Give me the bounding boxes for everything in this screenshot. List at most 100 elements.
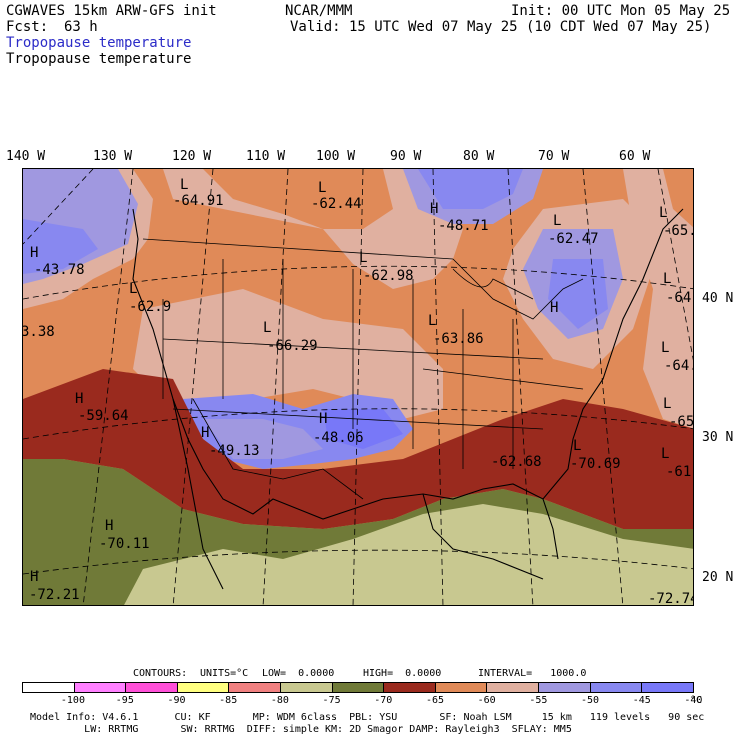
high-marker: H bbox=[201, 425, 210, 441]
region-sw-lavender bbox=[203, 419, 323, 459]
color-legend bbox=[22, 682, 694, 693]
lon-label: 90 W bbox=[390, 149, 422, 164]
marker-value: -63.86 bbox=[433, 331, 484, 347]
low-marker: L bbox=[659, 205, 668, 221]
marker-value: -59.64 bbox=[78, 408, 129, 424]
legend-swatch bbox=[126, 683, 178, 692]
marker-value: -64.91 bbox=[173, 193, 224, 209]
marker-value: -62.68 bbox=[491, 454, 542, 470]
legend-swatch bbox=[435, 683, 488, 692]
contours-label: CONTOURS: bbox=[133, 668, 188, 679]
lat-label: 40 N bbox=[702, 291, 734, 306]
lon-label: 130 W bbox=[93, 149, 133, 164]
lat-label: 30 N bbox=[702, 430, 734, 445]
lon-label: 60 W bbox=[619, 149, 651, 164]
high-marker: H bbox=[319, 411, 328, 427]
low-marker: L bbox=[573, 438, 582, 454]
legend-tick: -55 bbox=[529, 695, 548, 706]
high-marker: H bbox=[105, 518, 114, 534]
map-canvas bbox=[23, 169, 693, 605]
marker-value: 3.38 bbox=[22, 324, 55, 340]
legend-tick: -80 bbox=[270, 695, 289, 706]
legend-tick: -85 bbox=[219, 695, 238, 706]
graticule bbox=[23, 169, 693, 605]
legend-tick: -50 bbox=[581, 695, 600, 706]
high-marker: H bbox=[75, 391, 84, 407]
marker-value: -48.06 bbox=[313, 430, 364, 446]
low-marker: L bbox=[129, 281, 138, 297]
legend-swatch bbox=[590, 683, 643, 692]
legend-tick: -75 bbox=[322, 695, 341, 706]
valid-time: Valid: 15 UTC Wed 07 May 25 (10 CDT Wed … bbox=[290, 19, 712, 35]
region-nw-blue bbox=[23, 219, 98, 274]
legend-swatch bbox=[487, 683, 540, 692]
legend-tick: -65 bbox=[425, 695, 444, 706]
lon-label: 140 W bbox=[6, 149, 46, 164]
legend-swatch bbox=[332, 683, 385, 692]
high-marker: H bbox=[30, 245, 39, 261]
marker-value: -62.44 bbox=[311, 196, 362, 212]
region-fareast-orange bbox=[663, 169, 693, 228]
lon-label: 100 W bbox=[316, 149, 356, 164]
low-marker: L bbox=[663, 396, 672, 412]
legend-tick: -70 bbox=[374, 695, 393, 706]
organization: NCAR/MMM bbox=[285, 3, 353, 19]
coastlines bbox=[132, 208, 684, 590]
marker-value: -70.11 bbox=[99, 536, 150, 552]
forecast-label: Fcst: bbox=[6, 19, 49, 35]
low-marker: L bbox=[661, 446, 670, 462]
field-title-primary: Tropopause temperature bbox=[6, 35, 192, 51]
marker-value: -65 bbox=[669, 414, 694, 430]
low-marker: L bbox=[428, 313, 437, 329]
region-ne-blue bbox=[418, 169, 523, 209]
marker-value: -64. bbox=[664, 358, 693, 374]
legend-swatch bbox=[281, 683, 333, 692]
state-borders bbox=[142, 238, 584, 500]
marker-value: -48.71 bbox=[438, 218, 489, 234]
region-south-tan bbox=[124, 504, 693, 605]
marker-value: -62.98 bbox=[363, 268, 414, 284]
region-central-pink bbox=[133, 289, 443, 419]
legend-swatch bbox=[642, 683, 693, 692]
model-info-line1: Model Info: V4.6.1 CU: KF MP: WDM 6class… bbox=[30, 712, 705, 723]
marker-value: -43.78 bbox=[34, 262, 85, 278]
legend-swatch bbox=[384, 683, 436, 692]
marker-value: -62.9 bbox=[129, 299, 172, 315]
init-time: Init: 00 UTC Mon 05 May 25 bbox=[511, 3, 731, 19]
model-title: CGWAVES 15km ARW-GFS init bbox=[6, 3, 217, 19]
forecast-hour: 63 h bbox=[64, 19, 98, 35]
units-label: UNITS=°C bbox=[200, 668, 249, 679]
marker-value: -72.21 bbox=[29, 587, 80, 603]
marker-value: -61. bbox=[666, 464, 693, 480]
low-marker: L bbox=[180, 177, 189, 193]
low-marker: L bbox=[663, 271, 672, 287]
low-marker: L bbox=[318, 180, 327, 196]
legend-tick: -90 bbox=[167, 695, 186, 706]
low-label: LOW= 0.0000 bbox=[262, 668, 335, 679]
high-marker: H bbox=[550, 300, 559, 316]
model-info-line2: LW: RRTMG SW: RRTMG DIFF: simple KM: 2D … bbox=[30, 724, 572, 735]
legend-swatch bbox=[177, 683, 230, 692]
marker-value: -72.74 bbox=[648, 591, 694, 606]
marker-value: -65.4 bbox=[663, 223, 693, 239]
high-marker: H bbox=[30, 569, 39, 585]
high-label: HIGH= 0.0000 bbox=[363, 668, 442, 679]
region-north-orange bbox=[203, 169, 393, 229]
lon-label: 120 W bbox=[172, 149, 212, 164]
low-marker: L bbox=[263, 320, 272, 336]
region-south-red bbox=[23, 369, 693, 529]
marker-value: -70.69 bbox=[570, 456, 621, 472]
legend-tick: -60 bbox=[477, 695, 496, 706]
low-marker: L bbox=[661, 340, 670, 356]
legend-tick: -100 bbox=[60, 695, 85, 706]
lat-label: 20 N bbox=[702, 570, 734, 585]
region-sw-deepblue bbox=[323, 409, 403, 449]
legend-tick: -45 bbox=[632, 695, 651, 706]
legend-tick: -95 bbox=[115, 695, 134, 706]
marker-value: -66.29 bbox=[267, 338, 318, 354]
marker-value: -62.47 bbox=[548, 231, 599, 247]
lon-label: 80 W bbox=[463, 149, 495, 164]
interval-label: INTERVAL= 1000.0 bbox=[478, 668, 587, 679]
field-title-secondary: Tropopause temperature bbox=[6, 51, 192, 67]
region-fareast-pink bbox=[623, 169, 693, 429]
